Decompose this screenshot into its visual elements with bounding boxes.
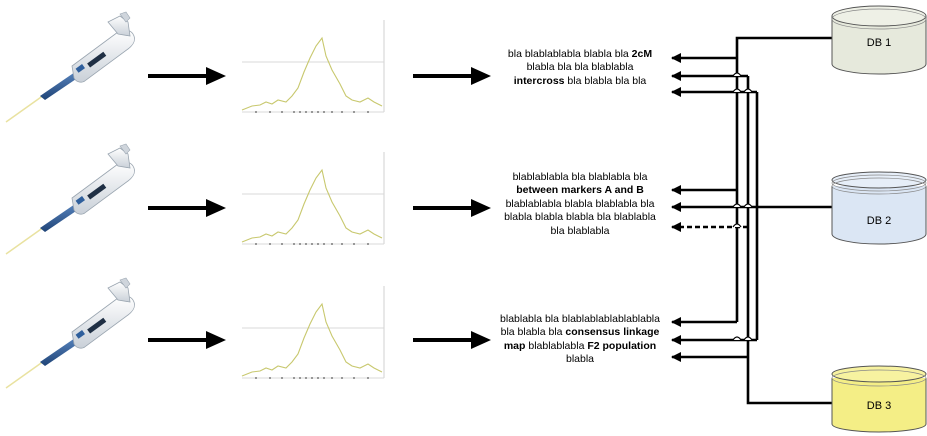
step-arrow-2b <box>413 199 491 217</box>
marker-ticks <box>255 111 369 113</box>
connector-db1 <box>735 36 832 322</box>
text-segment: bla blabla bla bla <box>564 74 647 87</box>
bold-text-segment: 2cM <box>631 48 653 60</box>
pipette-icon <box>5 11 135 123</box>
text-segment: blabla <box>565 353 595 366</box>
bold-text-segment: F2 population <box>587 339 657 352</box>
peak-curve <box>241 36 383 111</box>
mini-plot-2 <box>241 152 385 245</box>
db3-label: DB 3 <box>867 400 891 412</box>
pipette-3 <box>5 277 136 389</box>
step-arrow-2a <box>148 199 226 217</box>
database-db2: DB 2 <box>831 171 927 245</box>
text-block-row-2: blablablabla bla blablabla bla between m… <box>500 171 660 238</box>
bold-text-segment: consensus linkage map <box>503 326 660 352</box>
db1-top <box>831 5 927 27</box>
marker-ticks <box>255 377 369 379</box>
connector-network <box>671 36 832 405</box>
step-arrow-1a <box>148 67 226 85</box>
peak-curve <box>241 168 383 243</box>
mini-plot-frame <box>242 286 385 379</box>
marker-ticks <box>255 243 369 245</box>
text-segment: blabla bla bla blablabla <box>526 61 634 74</box>
db2-label: DB 2 <box>867 215 891 227</box>
db3-body <box>831 378 927 433</box>
pipette-2 <box>5 143 136 255</box>
database-db1: DB 1 <box>831 5 927 75</box>
text-segment: blablablabla bla blablabla bla <box>512 171 648 183</box>
step-arrow-3b <box>413 331 491 349</box>
bold-text-segment: intercross <box>513 74 565 87</box>
step-arrow-1b <box>413 67 491 85</box>
mini-plot-1 <box>241 20 385 113</box>
text-segment: blablablabla <box>525 339 588 352</box>
db1-body <box>831 16 927 75</box>
db3-top <box>831 365 927 383</box>
text-block-row-1: bla blablablabla blabla bla 2cM blabla b… <box>500 48 660 88</box>
text-block-row-3: blablabla bla blablablablablablabla bla … <box>500 313 660 367</box>
bold-text-segment: between markers A and B <box>516 184 644 197</box>
mini-plot-3 <box>241 286 385 379</box>
text-segment: blablabla bla blablablablablablabla bla … <box>500 313 660 339</box>
text-segment: bla blablablabla blabla bla <box>507 48 632 60</box>
database-db3: DB 3 <box>831 365 927 433</box>
step-arrow-3a <box>148 331 226 349</box>
connector-db3 <box>746 76 832 405</box>
db1-label: DB 1 <box>867 37 891 49</box>
pipette-1 <box>5 11 135 123</box>
mini-plot-frame <box>242 152 385 245</box>
text-segment: blablablabla blabla blablabla bla blabla… <box>504 197 656 237</box>
db2-body <box>831 186 927 245</box>
crossing-hops <box>732 72 753 341</box>
peak-curve <box>241 302 383 377</box>
mini-plot-frame <box>242 20 385 113</box>
